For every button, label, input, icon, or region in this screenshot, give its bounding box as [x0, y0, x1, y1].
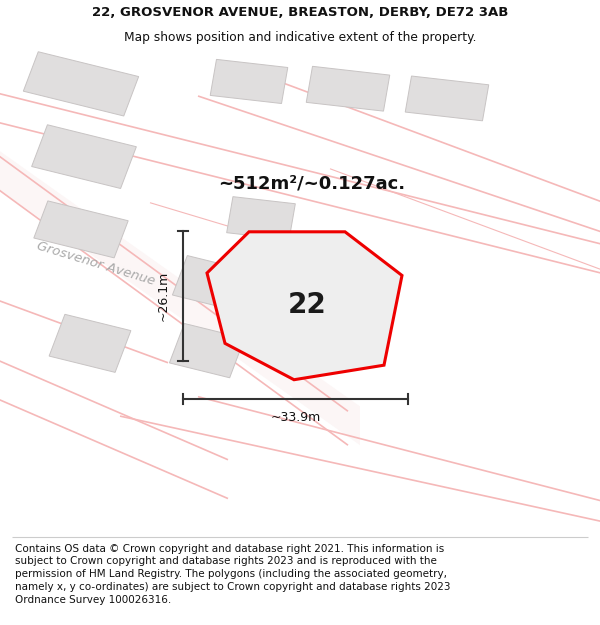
Text: ~26.1m: ~26.1m [157, 271, 170, 321]
Polygon shape [169, 324, 245, 378]
Polygon shape [23, 52, 139, 116]
Polygon shape [262, 239, 326, 283]
Polygon shape [172, 256, 248, 310]
Polygon shape [210, 59, 288, 104]
Polygon shape [49, 314, 131, 372]
Text: 22: 22 [287, 291, 326, 319]
Text: ~512m²/~0.127ac.: ~512m²/~0.127ac. [218, 174, 406, 192]
Polygon shape [32, 125, 136, 189]
Text: Contains OS data © Crown copyright and database right 2021. This information is
: Contains OS data © Crown copyright and d… [15, 544, 451, 605]
Text: Map shows position and indicative extent of the property.: Map shows position and indicative extent… [124, 31, 476, 44]
Polygon shape [34, 201, 128, 258]
Polygon shape [207, 232, 402, 380]
Text: Grosvenor Avenue: Grosvenor Avenue [35, 239, 157, 288]
Polygon shape [227, 197, 295, 240]
Polygon shape [306, 66, 390, 111]
Text: ~33.9m: ~33.9m [271, 411, 320, 424]
Polygon shape [405, 76, 489, 121]
Polygon shape [0, 130, 360, 445]
Text: 22, GROSVENOR AVENUE, BREASTON, DERBY, DE72 3AB: 22, GROSVENOR AVENUE, BREASTON, DERBY, D… [92, 6, 508, 19]
